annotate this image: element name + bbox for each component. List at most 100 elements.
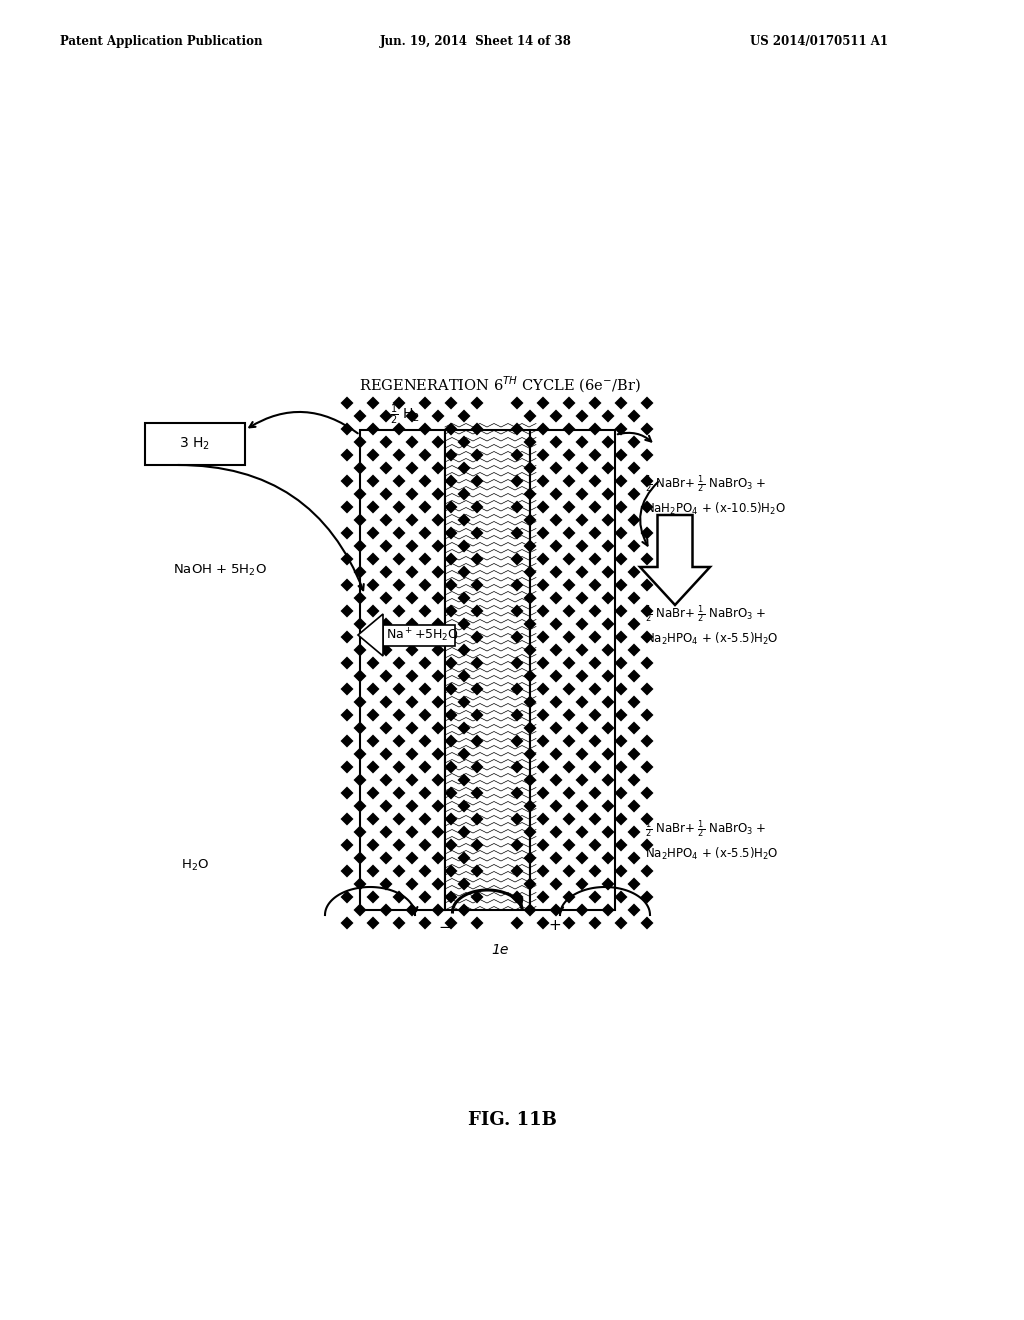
Text: 1e: 1e	[492, 942, 509, 957]
Polygon shape	[640, 891, 653, 903]
Polygon shape	[601, 825, 614, 838]
Polygon shape	[470, 527, 483, 540]
Polygon shape	[601, 722, 614, 734]
Polygon shape	[406, 851, 419, 865]
Polygon shape	[628, 436, 640, 449]
Polygon shape	[575, 591, 589, 605]
Polygon shape	[601, 878, 614, 891]
Polygon shape	[511, 449, 523, 462]
Polygon shape	[380, 774, 392, 787]
Polygon shape	[523, 669, 537, 682]
Polygon shape	[550, 565, 562, 578]
Polygon shape	[575, 669, 589, 682]
Polygon shape	[367, 709, 380, 722]
Polygon shape	[575, 618, 589, 631]
Polygon shape	[614, 449, 628, 462]
Polygon shape	[523, 696, 537, 709]
Text: 3 H$_2$: 3 H$_2$	[179, 436, 211, 453]
Polygon shape	[470, 500, 483, 513]
Polygon shape	[458, 747, 470, 760]
Polygon shape	[341, 631, 353, 644]
Polygon shape	[562, 760, 575, 774]
Polygon shape	[640, 422, 653, 436]
Polygon shape	[341, 760, 353, 774]
Polygon shape	[444, 865, 458, 878]
Polygon shape	[392, 891, 406, 903]
Polygon shape	[628, 722, 640, 734]
Polygon shape	[353, 436, 367, 449]
Polygon shape	[380, 540, 392, 553]
Polygon shape	[614, 865, 628, 878]
Polygon shape	[470, 838, 483, 851]
Polygon shape	[511, 422, 523, 436]
Polygon shape	[640, 500, 653, 513]
Polygon shape	[562, 865, 575, 878]
Polygon shape	[614, 916, 628, 929]
Polygon shape	[458, 903, 470, 916]
Polygon shape	[589, 813, 601, 825]
Polygon shape	[550, 409, 562, 422]
Polygon shape	[511, 916, 523, 929]
Polygon shape	[614, 500, 628, 513]
Polygon shape	[511, 500, 523, 513]
Polygon shape	[444, 449, 458, 462]
Polygon shape	[562, 396, 575, 409]
Polygon shape	[406, 409, 419, 422]
Polygon shape	[444, 656, 458, 669]
Polygon shape	[640, 760, 653, 774]
Polygon shape	[589, 916, 601, 929]
Polygon shape	[562, 813, 575, 825]
Polygon shape	[601, 669, 614, 682]
Polygon shape	[392, 760, 406, 774]
Polygon shape	[458, 851, 470, 865]
Polygon shape	[511, 656, 523, 669]
Polygon shape	[341, 396, 353, 409]
Polygon shape	[380, 618, 392, 631]
Polygon shape	[458, 722, 470, 734]
Polygon shape	[640, 656, 653, 669]
Polygon shape	[601, 565, 614, 578]
Polygon shape	[406, 513, 419, 527]
Polygon shape	[367, 682, 380, 696]
Polygon shape	[562, 682, 575, 696]
Polygon shape	[419, 813, 431, 825]
Polygon shape	[367, 656, 380, 669]
Polygon shape	[406, 462, 419, 474]
Polygon shape	[458, 800, 470, 813]
Polygon shape	[575, 825, 589, 838]
Polygon shape	[458, 696, 470, 709]
Polygon shape	[601, 747, 614, 760]
Polygon shape	[537, 656, 550, 669]
Polygon shape	[419, 605, 431, 618]
Polygon shape	[537, 578, 550, 591]
Polygon shape	[419, 682, 431, 696]
Polygon shape	[458, 540, 470, 553]
Polygon shape	[458, 669, 470, 682]
Polygon shape	[511, 709, 523, 722]
Polygon shape	[628, 669, 640, 682]
Text: NaOH + 5H$_2$O: NaOH + 5H$_2$O	[173, 562, 267, 578]
Polygon shape	[458, 644, 470, 656]
Polygon shape	[380, 644, 392, 656]
Polygon shape	[523, 774, 537, 787]
Polygon shape	[367, 474, 380, 487]
Polygon shape	[640, 787, 653, 800]
Polygon shape	[444, 891, 458, 903]
Polygon shape	[392, 838, 406, 851]
Polygon shape	[575, 903, 589, 916]
Polygon shape	[628, 487, 640, 500]
Polygon shape	[614, 760, 628, 774]
Polygon shape	[550, 591, 562, 605]
Polygon shape	[431, 436, 444, 449]
Polygon shape	[419, 422, 431, 436]
Polygon shape	[562, 422, 575, 436]
Polygon shape	[523, 618, 537, 631]
Polygon shape	[470, 760, 483, 774]
Polygon shape	[575, 409, 589, 422]
Polygon shape	[367, 891, 380, 903]
Polygon shape	[367, 553, 380, 565]
Polygon shape	[550, 903, 562, 916]
Polygon shape	[444, 631, 458, 644]
Polygon shape	[537, 891, 550, 903]
Polygon shape	[470, 422, 483, 436]
